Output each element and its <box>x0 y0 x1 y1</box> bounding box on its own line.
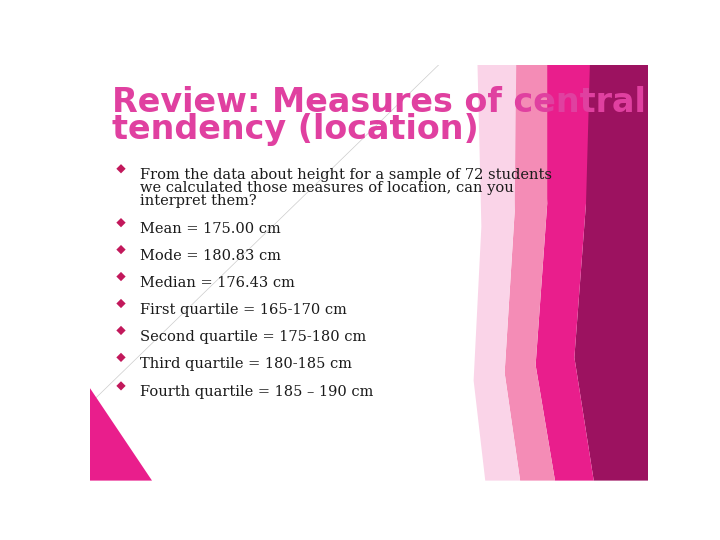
Polygon shape <box>575 65 648 481</box>
Text: Third quartile = 180-185 cm: Third quartile = 180-185 cm <box>140 356 352 370</box>
Polygon shape <box>117 218 126 227</box>
Polygon shape <box>117 299 126 308</box>
Text: Second quartile = 175-180 cm: Second quartile = 175-180 cm <box>140 330 366 343</box>
Text: Review: Measures of central: Review: Measures of central <box>112 86 646 119</box>
Polygon shape <box>474 65 520 481</box>
Polygon shape <box>117 272 126 281</box>
Text: Mode = 180.83 cm: Mode = 180.83 cm <box>140 249 282 263</box>
Polygon shape <box>117 381 126 390</box>
Text: First quartile = 165-170 cm: First quartile = 165-170 cm <box>140 303 347 317</box>
Polygon shape <box>536 65 594 481</box>
Polygon shape <box>117 164 126 173</box>
Text: Median = 176.43 cm: Median = 176.43 cm <box>140 276 295 290</box>
Polygon shape <box>117 245 126 254</box>
Polygon shape <box>117 326 126 335</box>
Text: we calculated those measures of location, can you: we calculated those measures of location… <box>140 181 514 195</box>
Text: Mean = 175.00 cm: Mean = 175.00 cm <box>140 222 281 236</box>
Polygon shape <box>505 65 555 481</box>
Polygon shape <box>117 353 126 362</box>
Polygon shape <box>90 388 152 481</box>
Text: Fourth quartile = 185 – 190 cm: Fourth quartile = 185 – 190 cm <box>140 385 374 399</box>
Text: interpret them?: interpret them? <box>140 194 257 208</box>
Text: From the data about height for a sample of 72 students: From the data about height for a sample … <box>140 168 552 182</box>
Text: tendency (location): tendency (location) <box>112 112 479 146</box>
